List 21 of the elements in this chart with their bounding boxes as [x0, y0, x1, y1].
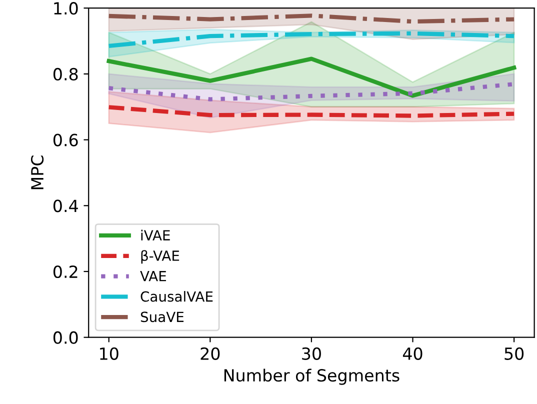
y-tick-label: 1.0	[54, 2, 78, 15]
x-tick-label: 50	[504, 347, 524, 360]
y-tick-label: 0.2	[53, 265, 78, 278]
x-axis-title: Number of Segments	[224, 368, 400, 385]
legend-label: β-VAE	[141, 250, 180, 264]
y-tick-label: 0.6	[53, 134, 78, 146]
legend-label: VAE	[140, 271, 166, 282]
legend-label: SuaVE	[140, 312, 184, 322]
x-tick-label: 40	[402, 347, 422, 360]
x-tick-label: 10	[100, 347, 118, 360]
legend-label: CausalVAE	[140, 291, 213, 302]
y-tick-label: 0.8	[53, 68, 78, 80]
y-tick-label: 0.4	[53, 200, 78, 212]
x-tick-label: 20	[200, 347, 220, 360]
line-series	[106, 56, 516, 98]
y-axis-title: MPC	[30, 156, 44, 190]
line-series	[106, 105, 516, 118]
x-tick-label: 30	[302, 347, 321, 360]
line-series	[106, 31, 516, 48]
legend-label: iVAE	[141, 230, 170, 240]
y-tick-label: 0.0	[53, 331, 78, 344]
